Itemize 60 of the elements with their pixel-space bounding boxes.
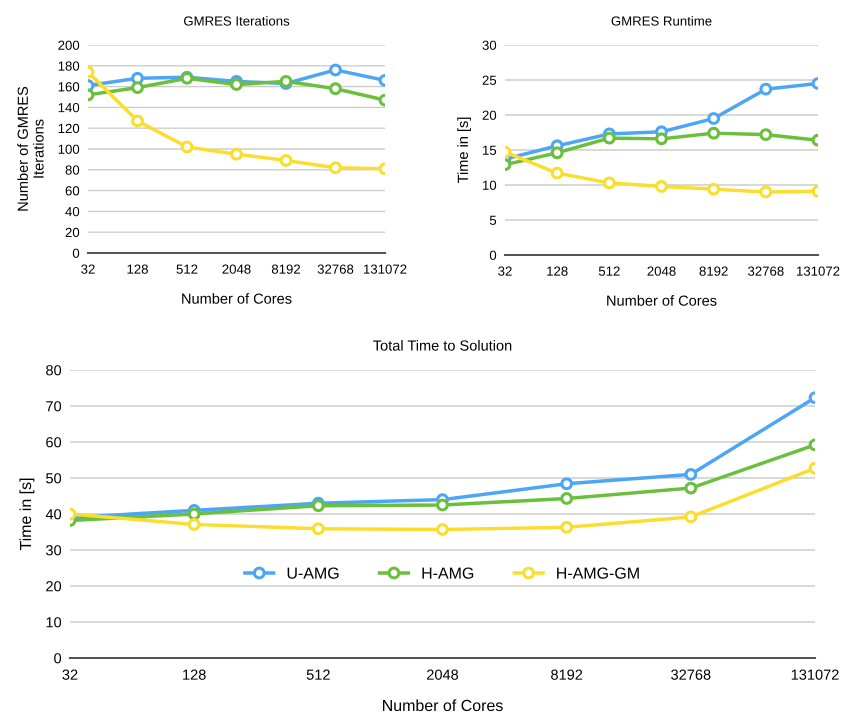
x-tick-label: 32768 — [748, 266, 784, 276]
x-tick-label: 512 — [306, 669, 330, 680]
x-tick-label: 2048 — [222, 264, 251, 274]
y-tick-label: 100 — [58, 144, 80, 154]
y-tick-label: 30 — [482, 40, 496, 50]
x-tick-label: 8192 — [551, 669, 582, 680]
x-tick-label: 128 — [183, 669, 206, 680]
y-tick-label: 20 — [46, 581, 62, 592]
x-tick-label: 32 — [81, 264, 95, 274]
y-axis-title: Time in [s] — [19, 478, 34, 550]
y-axis-title: Number of GMRES Iterations — [17, 86, 44, 211]
y-tick-label: 180 — [58, 61, 80, 71]
y-tick-label: 140 — [58, 102, 80, 112]
y-tick-label: 10 — [483, 180, 496, 190]
y-tick-label: 40 — [65, 206, 80, 216]
x-tick-label: 32768 — [671, 669, 710, 680]
x-tick-label: 131072 — [796, 266, 840, 276]
x-tick-label: 32 — [498, 266, 512, 276]
x-tick-label: 2048 — [647, 266, 676, 276]
x-tick-label: 512 — [176, 264, 198, 274]
y-tick-label: 0 — [490, 250, 496, 260]
y-tick-label: 0 — [54, 653, 62, 664]
y-tick-label: 200 — [58, 40, 80, 50]
y-tick-label: 20 — [66, 228, 80, 238]
legend-label: H-AMG-GM — [557, 567, 639, 579]
y-tick-label: 80 — [46, 365, 62, 376]
y-tick-label: 70 — [46, 401, 62, 412]
x-tick-label: 32768 — [318, 264, 354, 274]
x-tick-label: 2048 — [427, 669, 458, 680]
y-tick-label: 40 — [46, 509, 62, 520]
y-tick-label: 5 — [490, 216, 496, 225]
y-axis-title: Time in [s] — [457, 118, 471, 184]
y-tick-label: 15 — [483, 146, 496, 155]
y-tick-label: 50 — [46, 473, 62, 484]
x-tick-label: 8192 — [700, 266, 728, 276]
x-tick-label: 512 — [598, 266, 620, 276]
x-tick-label: 128 — [128, 264, 148, 274]
x-axis-title: Number of Cores — [607, 295, 716, 306]
x-tick-label: 128 — [547, 266, 568, 276]
y-tick-label: 160 — [58, 82, 80, 92]
y-tick-label: 0 — [72, 248, 80, 258]
y-tick-label: 25 — [482, 76, 496, 85]
y-tick-label: 60 — [46, 437, 62, 448]
y-tick-label: 60 — [66, 186, 80, 196]
chart-title: Total Time to Solution — [373, 340, 512, 351]
legend-label: H-AMG — [422, 567, 474, 579]
y-tick-label: 10 — [46, 617, 62, 628]
x-tick-label: 32 — [62, 669, 78, 680]
y-tick-label: 120 — [58, 124, 80, 134]
x-tick-label: 8192 — [272, 264, 300, 274]
y-tick-label: 30 — [46, 545, 62, 556]
x-tick-label: 131072 — [364, 264, 406, 274]
x-axis-title: Number of Cores — [182, 293, 292, 304]
y-tick-label: 20 — [482, 110, 496, 120]
x-axis-title: Number of Cores — [383, 699, 503, 712]
x-tick-label: 131072 — [792, 669, 839, 680]
chart-title: GMRES Runtime — [612, 16, 712, 26]
chart-title: GMRES Iterations — [184, 16, 290, 26]
y-tick-label: 80 — [66, 165, 80, 175]
legend-label: U-AMG — [288, 567, 338, 579]
